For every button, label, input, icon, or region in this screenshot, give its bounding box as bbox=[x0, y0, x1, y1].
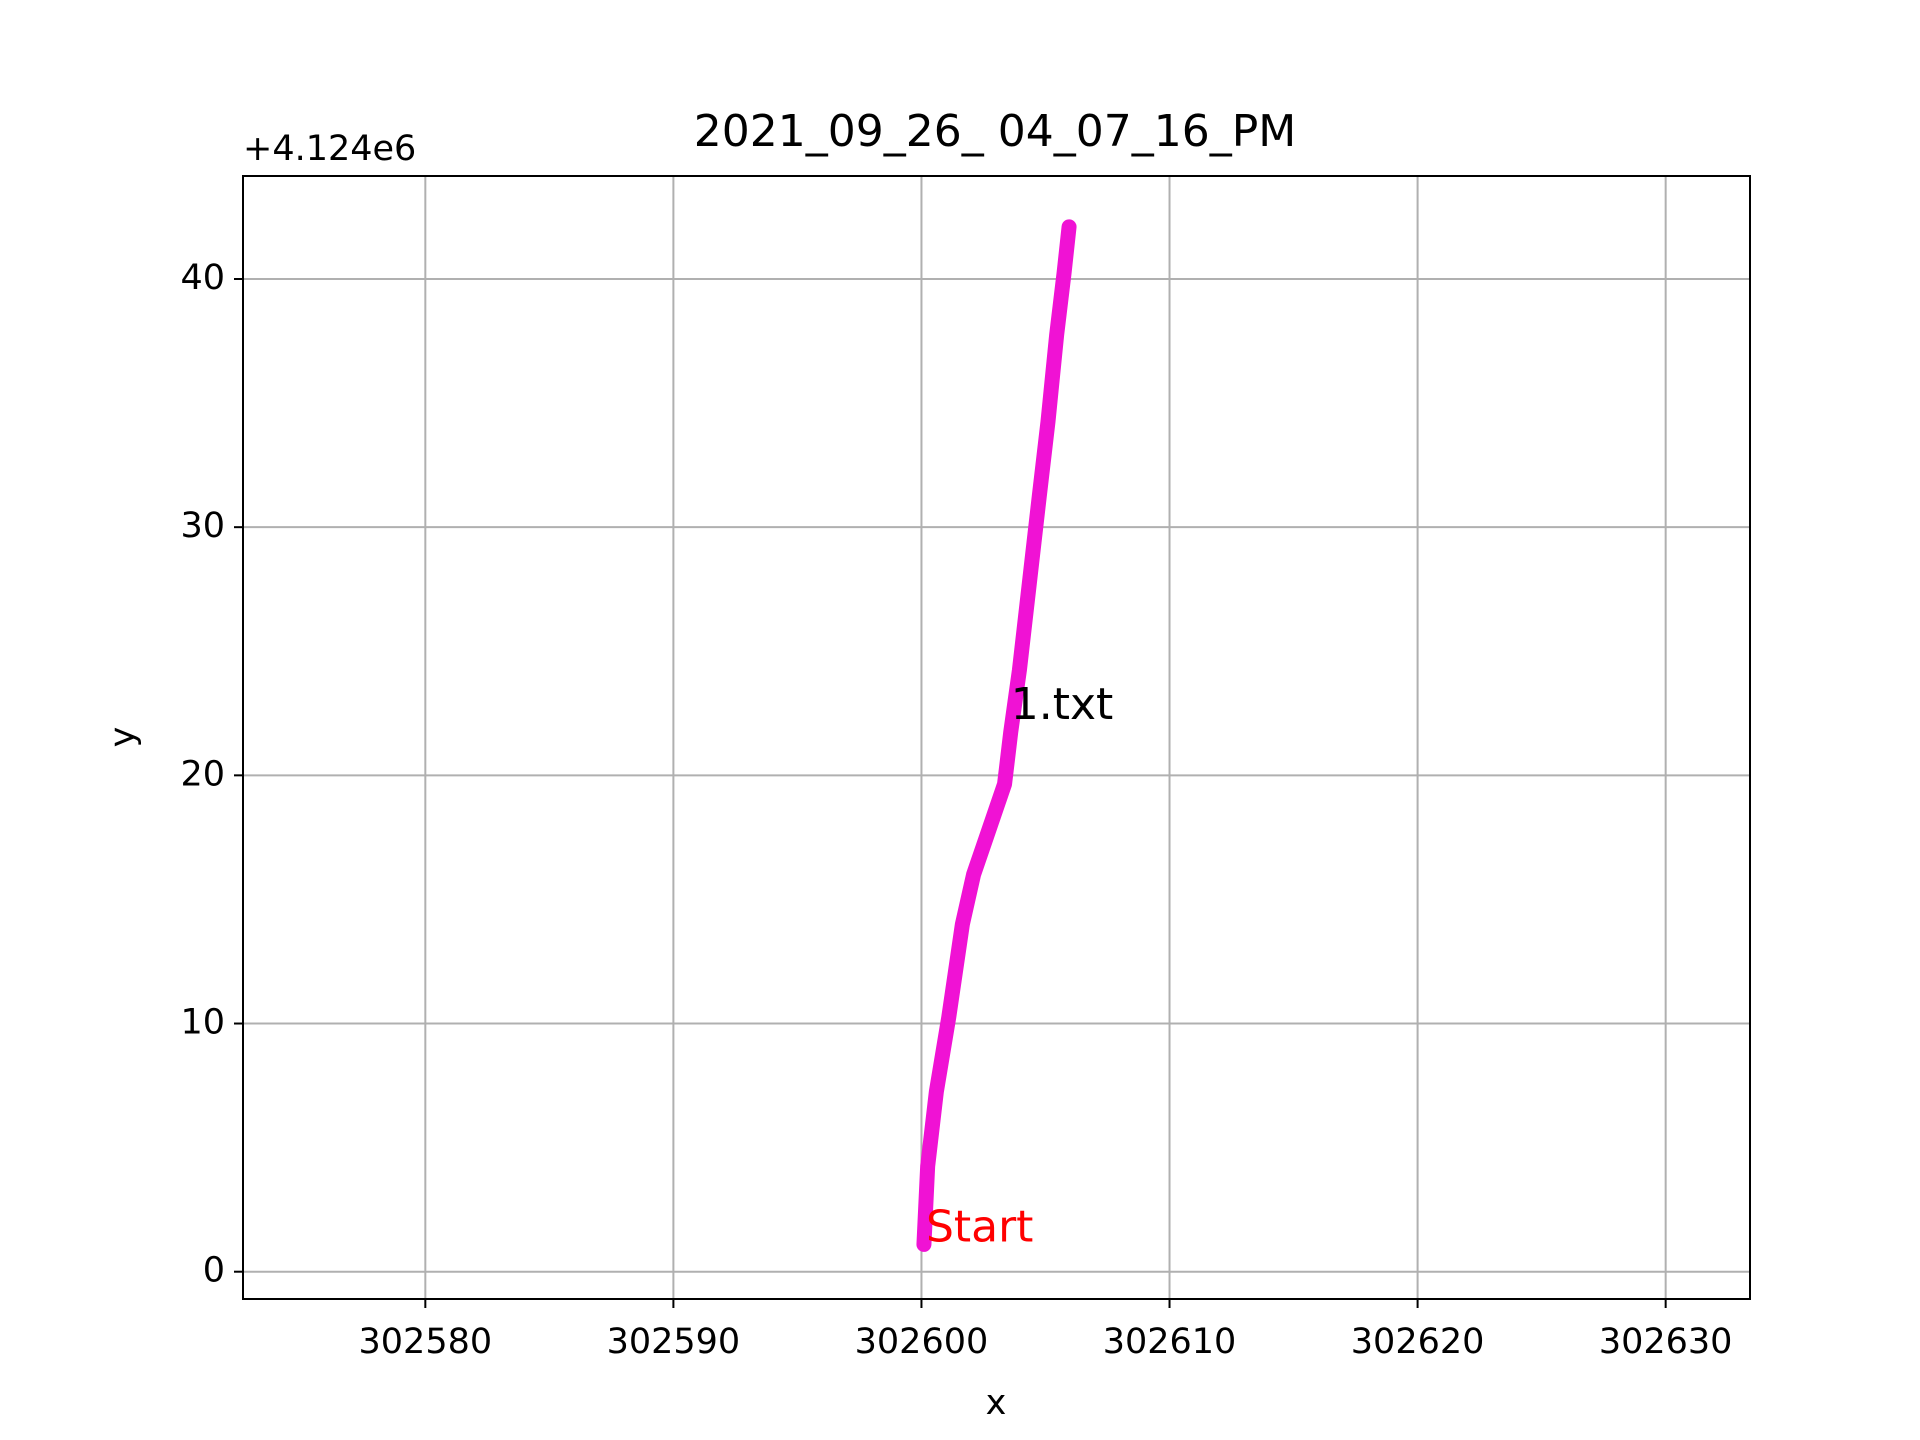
y-tick-label: 20 bbox=[180, 754, 225, 794]
chart-title: 2021_09_26_ 04_07_16_PM bbox=[694, 106, 1296, 157]
x-tick-label: 302630 bbox=[1599, 1322, 1733, 1362]
y-tick-label: 40 bbox=[180, 258, 225, 298]
y-tick-label: 10 bbox=[180, 1003, 225, 1043]
annotation: 1.txt bbox=[1011, 679, 1114, 730]
y-axis-label: y bbox=[103, 727, 143, 748]
x-tick-label: 302610 bbox=[1103, 1322, 1237, 1362]
axis-offset: +4.124e6 bbox=[243, 129, 416, 169]
x-tick-label: 302590 bbox=[607, 1322, 741, 1362]
trajectory-line bbox=[916, 219, 1077, 1252]
plot-frame bbox=[242, 175, 1751, 1300]
x-tick-label: 302600 bbox=[855, 1322, 989, 1362]
y-tick-label: 30 bbox=[180, 506, 225, 546]
annotation: Start bbox=[926, 1201, 1033, 1252]
x-tick-label: 302620 bbox=[1351, 1322, 1485, 1362]
y-tick-label: 0 bbox=[203, 1251, 225, 1291]
x-tick-label: 302580 bbox=[359, 1322, 493, 1362]
x-axis-label: x bbox=[986, 1383, 1007, 1423]
